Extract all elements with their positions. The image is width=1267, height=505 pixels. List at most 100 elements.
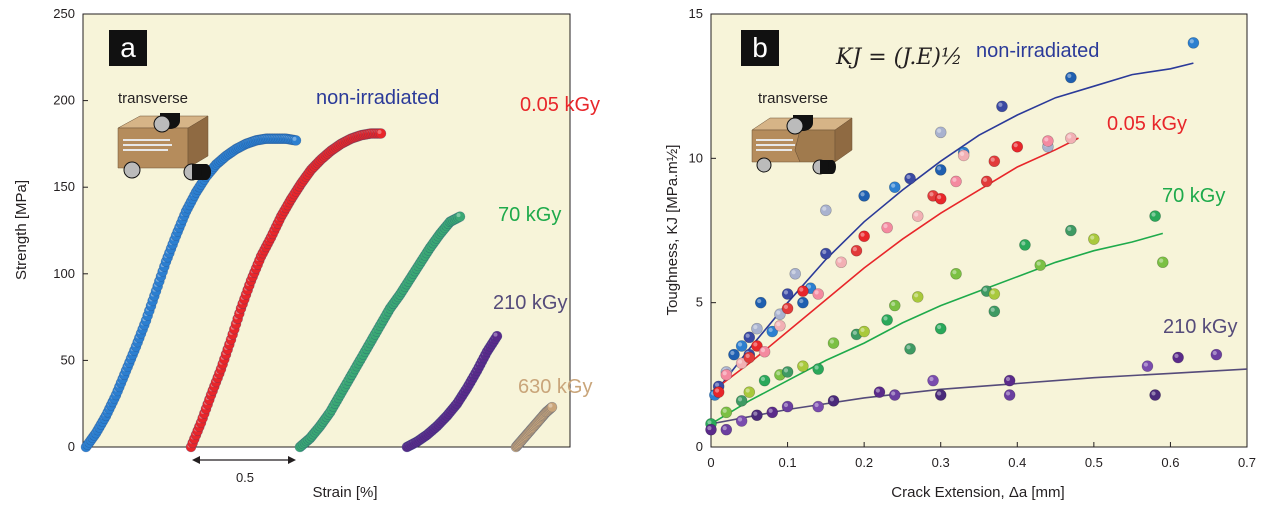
panel-b-data-point bbox=[988, 155, 1001, 168]
panel-b-x-tick-label: 0.4 bbox=[1008, 455, 1026, 470]
panel-b-data-point-highlight bbox=[745, 353, 750, 359]
panel-a-y-axis-label: Strength [MPa] bbox=[13, 180, 30, 280]
panel-b-data-point bbox=[1065, 132, 1077, 144]
panel-b-data-point bbox=[812, 363, 825, 375]
panel-a-data-point bbox=[290, 135, 302, 146]
panel-b-data-point bbox=[835, 256, 847, 269]
panel-b-data-point-highlight bbox=[722, 408, 727, 413]
panel-b-x-tick-label: 0 bbox=[707, 455, 714, 470]
panel-b-data-point bbox=[743, 331, 756, 344]
panel-a-series-0 bbox=[80, 133, 302, 453]
panel-b-data-point-highlight bbox=[1143, 362, 1148, 367]
panel-b-data-point bbox=[1011, 140, 1024, 153]
panel-b-data-point bbox=[1088, 233, 1100, 245]
panel-b-data-point-highlight bbox=[1212, 350, 1217, 356]
panel-b-data-point bbox=[1065, 71, 1077, 84]
panel-b-data-point-highlight bbox=[806, 284, 812, 289]
panel-b-x-tick-label: 0.5 bbox=[1085, 455, 1103, 470]
panel-b-data-point-highlight bbox=[891, 391, 896, 396]
panel-b-data-point-highlight bbox=[707, 425, 712, 431]
panel-b-data-point-highlight bbox=[745, 388, 750, 393]
panel-a-plot-area bbox=[82, 13, 571, 448]
panel-b-data-point bbox=[751, 322, 763, 335]
panel-a-series-4 bbox=[510, 401, 558, 453]
panel-b-data-point-highlight bbox=[799, 362, 804, 367]
panel-b-fit-line-0 bbox=[710, 62, 1194, 399]
panel-a-label-70-kgy: 70 kGy bbox=[498, 204, 561, 226]
panel-b-data-point bbox=[888, 181, 901, 193]
panel-b-data-point bbox=[988, 288, 1001, 300]
panel-b-data-point-highlight bbox=[714, 388, 720, 393]
panel-b-data-point bbox=[950, 175, 962, 188]
panel-b-data-point-highlight bbox=[1005, 376, 1011, 382]
panel-a-y-tick-label: 200 bbox=[53, 93, 75, 108]
panel-b-fit-line-1 bbox=[710, 137, 1079, 393]
panel-b-data-point-highlight bbox=[791, 270, 796, 275]
panel-a-label-630-kgy: 630 kGy bbox=[518, 376, 592, 398]
panel-b-data-point bbox=[797, 360, 809, 372]
panel-b-data-point bbox=[996, 100, 1008, 113]
panel-b-data-point bbox=[850, 244, 863, 257]
panel-b-data-point bbox=[705, 423, 717, 436]
panel-b-data-point-highlight bbox=[860, 327, 865, 333]
panel-b-data-point-highlight bbox=[937, 195, 942, 200]
panel-b-data-point bbox=[766, 406, 779, 419]
panel-b-data-point bbox=[758, 374, 771, 387]
panel-b-series-2 bbox=[705, 210, 1169, 430]
panel-b-data-point-highlight bbox=[1159, 258, 1164, 263]
panel-b-data-point-highlight bbox=[891, 183, 896, 188]
panel-b-data-point bbox=[911, 291, 924, 303]
panel-b-data-point-highlight bbox=[783, 368, 789, 373]
panel-b-data-point bbox=[820, 204, 832, 217]
panel-b-x-tick-label: 0.2 bbox=[855, 455, 873, 470]
panel-b-label-0.05-kgy: 0.05 kGy bbox=[1107, 113, 1187, 135]
panel-a-scale-bar: 0.5 bbox=[192, 456, 296, 485]
panel-b-label-70-kgy: 70 kGy bbox=[1162, 185, 1225, 207]
panel-b-series-0 bbox=[709, 37, 1200, 401]
panel-b-data-point bbox=[858, 230, 870, 243]
panel-b-x-tick-label: 0.1 bbox=[779, 455, 797, 470]
panel-b-data-point-highlight bbox=[982, 177, 988, 182]
panel-b-data-point bbox=[1172, 351, 1184, 364]
panel-b-data-point-highlight bbox=[760, 348, 766, 353]
panel-b-data-point bbox=[735, 415, 748, 427]
panel-b-data-point-highlight bbox=[783, 402, 789, 408]
panel-b-data-point bbox=[751, 340, 763, 352]
panel-b-data-point-highlight bbox=[1067, 226, 1072, 231]
panel-b-formula: KJ = (J.E)½ bbox=[835, 45, 962, 70]
panel-b-data-point-highlight bbox=[852, 330, 857, 335]
panel-b-data-point-highlight bbox=[914, 212, 919, 217]
panel-b-x-tick-label: 0.3 bbox=[932, 455, 950, 470]
panel-b-data-point bbox=[720, 423, 733, 436]
panel-b-data-point bbox=[797, 296, 809, 309]
panel-a-label-non-irradiated: non-irradiated bbox=[316, 87, 439, 109]
panel-b-data-point-highlight bbox=[829, 339, 835, 344]
panel-b-data-point bbox=[743, 386, 756, 398]
panel-b-x-tick-label: 0.6 bbox=[1161, 455, 1179, 470]
panel-b-data-point-highlight bbox=[883, 223, 888, 229]
panel-a-series-3 bbox=[401, 330, 503, 453]
panel-b-x-tick-label: 0.7 bbox=[1238, 455, 1256, 470]
panel-b-data-point-highlight bbox=[753, 342, 758, 347]
panel-b-data-point-highlight bbox=[707, 420, 712, 425]
panel-b-data-point-highlight bbox=[1151, 212, 1156, 217]
panel-b-data-point-highlight bbox=[891, 301, 896, 307]
panel-b-data-point-highlight bbox=[837, 258, 842, 263]
panel-b-data-point bbox=[911, 210, 924, 222]
panel-b-data-point bbox=[888, 299, 901, 312]
panel-b-fit-lines bbox=[710, 62, 1248, 425]
panel-b-letter-box bbox=[741, 30, 779, 66]
panel-b-data-point bbox=[827, 337, 840, 349]
panel-a: 0 50 100 150 200 250 a transverse non-irradia… bbox=[13, 6, 600, 501]
panel-b-data-point-highlight bbox=[1189, 39, 1194, 44]
panel-b-data-point bbox=[904, 172, 916, 185]
panel-b-data-point-highlight bbox=[753, 324, 758, 330]
panel-a-series bbox=[80, 128, 558, 453]
panel-b-data-point-highlight bbox=[990, 290, 995, 295]
panel-b-y-tick-label: 15 bbox=[689, 6, 703, 21]
panel-b-data-point bbox=[820, 247, 832, 260]
panel-b-data-point-highlight bbox=[937, 324, 942, 330]
panel-b-data-point-highlight bbox=[937, 128, 942, 133]
panel-b-series bbox=[705, 37, 1223, 436]
panel-a-specimen-icon: transverse bbox=[117, 90, 211, 181]
